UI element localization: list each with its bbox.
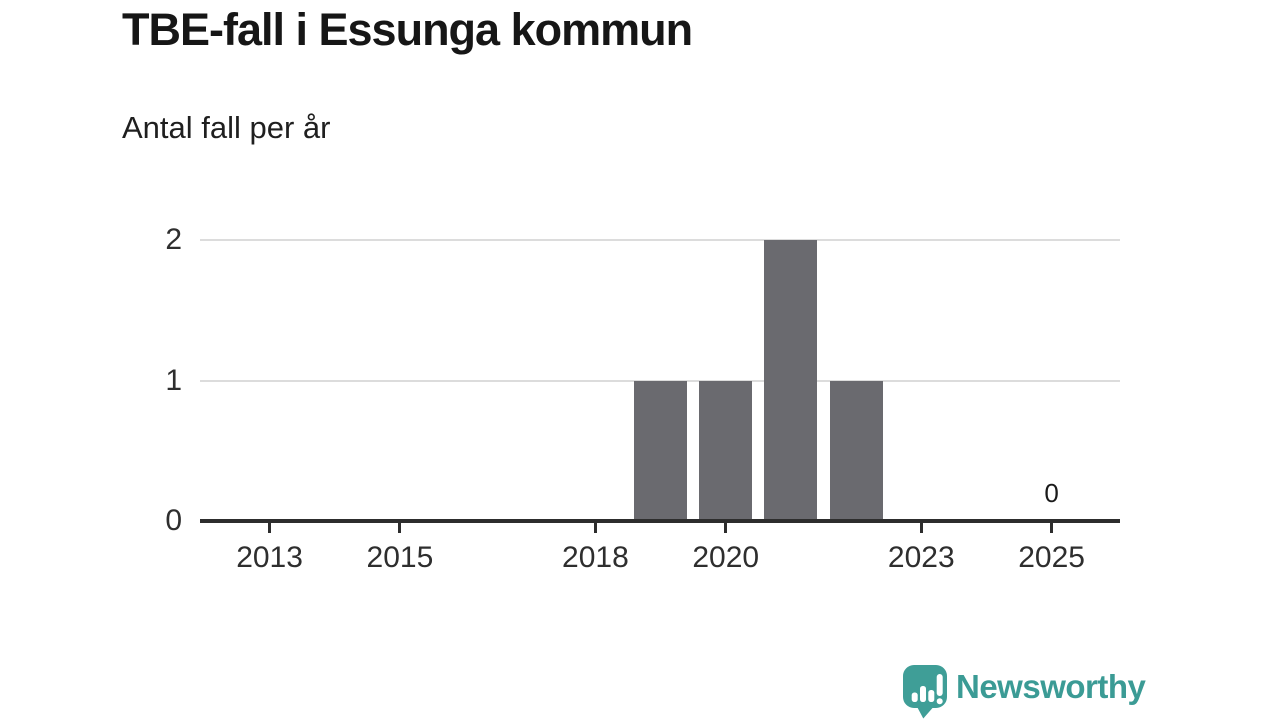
chart-title: TBE-fall i Essunga kommun <box>122 4 693 55</box>
y-tick-label-2: 2 <box>165 223 182 256</box>
y-tick-label-0: 0 <box>165 504 182 537</box>
exclamation-dot <box>936 698 943 705</box>
x-tick-label-2020: 2020 <box>692 541 760 574</box>
y-gridline-2 <box>200 239 1120 241</box>
x-tick-label-2013: 2013 <box>236 541 303 574</box>
value-label-2025: 0 <box>1044 478 1059 508</box>
bar-2019 <box>634 380 688 521</box>
bar-2020 <box>699 380 753 521</box>
chart-subtitle: Antal fall per år <box>122 110 331 145</box>
newsworthy-logo: Newsworthy <box>903 663 1146 719</box>
x-tick-2013 <box>268 522 272 533</box>
x-tick-2015 <box>398 522 402 533</box>
newsworthy-logo-text: Newsworthy <box>956 668 1146 705</box>
x-tick-label-2023: 2023 <box>887 541 955 574</box>
chart-bar-small <box>911 692 918 702</box>
x-tick-2018 <box>593 522 597 533</box>
x-tick-label-2018: 2018 <box>562 541 629 574</box>
y-tick-label-1: 1 <box>165 363 182 397</box>
exclamation-stroke <box>936 674 943 696</box>
bar-2022 <box>829 380 883 521</box>
bar-2021 <box>764 240 818 521</box>
chart-bar-tall <box>920 686 926 702</box>
x-axis-line <box>200 519 1120 523</box>
x-tick-label-2015: 2015 <box>366 541 434 574</box>
x-tick-label-2025: 2025 <box>1018 541 1085 574</box>
newsworthy-speech-bubble-bar-chart-icon <box>903 665 947 719</box>
chart-bar-medium <box>928 690 935 702</box>
x-tick-2023 <box>919 522 923 533</box>
x-tick-2025 <box>1050 522 1054 533</box>
x-tick-2020 <box>724 522 728 533</box>
